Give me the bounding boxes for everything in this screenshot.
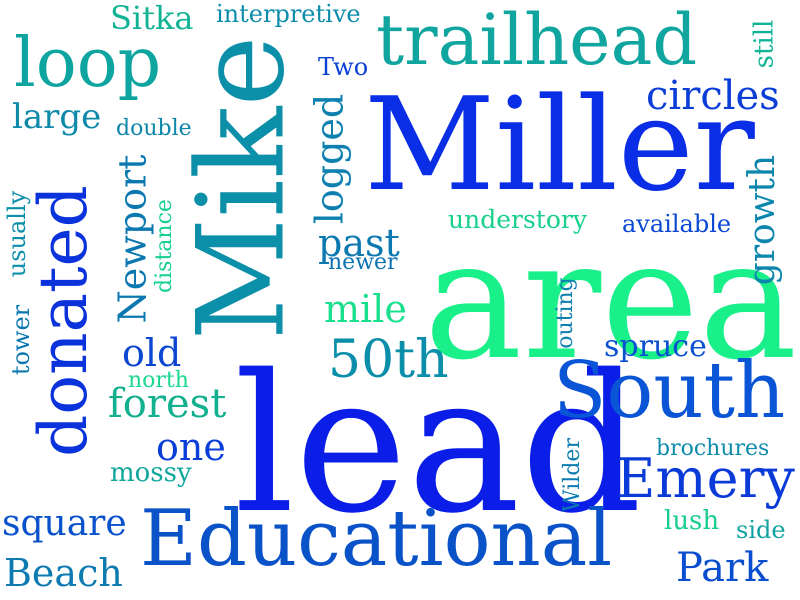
word-trailhead: trailhead <box>376 0 698 81</box>
word-available: available <box>622 210 732 238</box>
word-tower: tower <box>7 304 36 376</box>
word-park: Park <box>676 545 769 591</box>
word-lead: lead <box>234 334 643 555</box>
word-spruce: spruce <box>604 329 707 364</box>
word-distance: distance <box>151 199 177 293</box>
word-past: past <box>318 221 400 265</box>
word-miller: Miller <box>364 71 755 220</box>
word-double: double <box>116 116 192 141</box>
word-side: side <box>736 516 786 544</box>
word-sitka: Sitka <box>110 0 194 37</box>
word-mossy: mossy <box>110 458 192 488</box>
word-north: north <box>128 368 189 393</box>
word-educational: Educational <box>140 494 613 584</box>
word-beach: Beach <box>4 551 123 595</box>
word-one: one <box>156 425 226 469</box>
word-mike: Mike <box>172 35 312 341</box>
word-logged: logged <box>307 93 352 225</box>
word-lush: lush <box>664 506 720 536</box>
word-brochures: brochures <box>656 436 770 461</box>
word-still: still <box>749 19 780 69</box>
word-old: old <box>122 331 182 375</box>
word-circles: circles <box>646 73 780 119</box>
word-emery: Emery <box>616 447 795 510</box>
word-understory: understory <box>448 205 587 234</box>
word-forest: forest <box>108 381 227 427</box>
word-large: large <box>12 97 102 137</box>
word-two: Two <box>318 53 369 81</box>
word-square: square <box>2 503 127 544</box>
word-mile: mile <box>324 287 407 331</box>
word-50th: 50th <box>328 330 449 390</box>
word-growth: growth <box>742 154 784 286</box>
word-donated: donated <box>24 185 102 457</box>
word-area: area <box>424 204 798 396</box>
word-outing: outing <box>552 277 578 349</box>
word-south: South <box>553 346 786 436</box>
word-interpretive: interpretive <box>216 0 361 28</box>
word-wilder: Wilder <box>559 438 585 512</box>
word-usually: usually <box>3 190 32 278</box>
word-loop: loop <box>14 24 162 103</box>
word-newport: Newport <box>110 154 155 324</box>
word-newer: newer <box>328 250 398 275</box>
